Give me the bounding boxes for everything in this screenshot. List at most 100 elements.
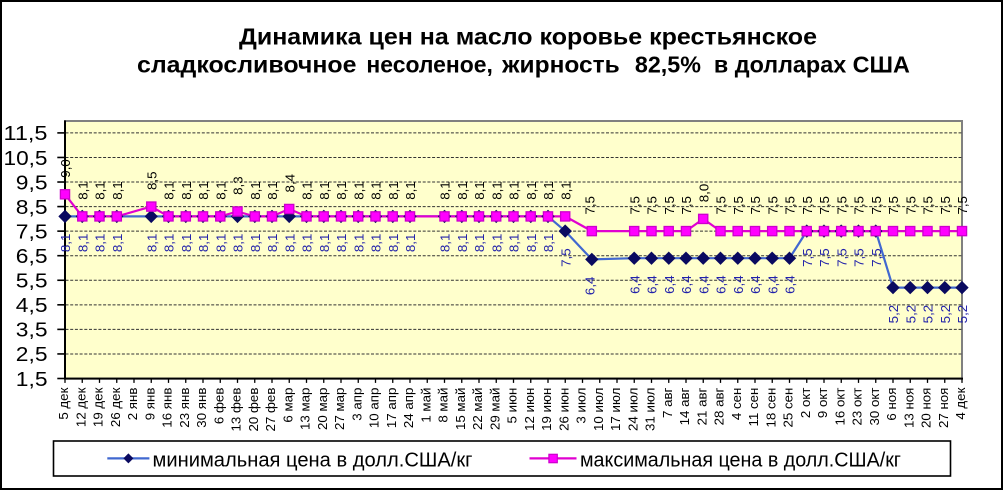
svg-text:7,5: 7,5: [645, 196, 660, 215]
svg-text:7,5: 7,5: [903, 196, 918, 215]
svg-text:82,5%: 82,5%: [635, 51, 701, 77]
svg-text:30 янв: 30 янв: [194, 388, 209, 428]
svg-text:13 мар: 13 мар: [298, 388, 313, 430]
svg-text:5 июн: 5 июн: [505, 388, 520, 424]
svg-text:19 июн: 19 июн: [539, 388, 554, 431]
svg-text:8,1: 8,1: [213, 234, 228, 253]
svg-text:7,5: 7,5: [800, 196, 815, 215]
svg-text:9,5: 9,5: [16, 171, 48, 194]
svg-text:6,4: 6,4: [582, 277, 597, 296]
svg-text:8 май: 8 май: [436, 388, 451, 423]
svg-text:8,1: 8,1: [507, 234, 522, 253]
svg-text:Динамика цен на масло коровье: Динамика цен на масло коровье крестьянск…: [239, 23, 817, 49]
svg-text:8,3: 8,3: [231, 176, 246, 195]
svg-text:8,1: 8,1: [438, 234, 453, 253]
svg-text:25 сен: 25 сен: [781, 388, 796, 428]
svg-text:8,5: 8,5: [16, 196, 48, 219]
svg-text:несоленое,: несоленое,: [366, 51, 493, 77]
svg-text:8,1: 8,1: [317, 234, 332, 253]
svg-text:6,4: 6,4: [714, 275, 729, 294]
svg-text:6 ноя: 6 ноя: [884, 388, 899, 421]
svg-text:8,1: 8,1: [351, 234, 366, 253]
svg-text:6 фев: 6 фев: [211, 388, 226, 425]
svg-text:6,4: 6,4: [748, 275, 763, 294]
svg-text:5,2: 5,2: [921, 305, 936, 324]
svg-text:8,1: 8,1: [265, 234, 280, 253]
svg-text:26 июн: 26 июн: [556, 388, 571, 431]
svg-text:7,5: 7,5: [679, 196, 694, 215]
svg-text:28 авг: 28 авг: [712, 387, 727, 425]
svg-text:9 янв: 9 янв: [142, 388, 157, 421]
svg-text:11 сен: 11 сен: [746, 388, 761, 427]
svg-text:24 апр: 24 апр: [401, 388, 416, 428]
svg-text:7,5: 7,5: [662, 196, 677, 215]
svg-text:8,1: 8,1: [300, 181, 315, 200]
svg-text:8,1: 8,1: [386, 181, 401, 200]
svg-text:10 июл: 10 июл: [591, 388, 606, 431]
svg-text:7,5: 7,5: [783, 196, 798, 215]
svg-text:максимальная цена в долл.США/: максимальная цена в долл.США/кг: [580, 448, 901, 471]
svg-text:7,5: 7,5: [955, 196, 970, 215]
svg-text:8,1: 8,1: [317, 181, 332, 200]
svg-text:8,1: 8,1: [179, 234, 194, 253]
svg-text:7,5: 7,5: [765, 196, 780, 215]
svg-text:3 апр: 3 апр: [349, 388, 364, 421]
svg-text:6 мар: 6 мар: [280, 388, 295, 423]
svg-text:2 янв: 2 янв: [125, 388, 140, 421]
svg-text:31 июл: 31 июл: [643, 388, 658, 431]
svg-text:12 июн: 12 июн: [522, 388, 537, 431]
svg-text:8,1: 8,1: [472, 181, 487, 200]
svg-text:8,1: 8,1: [472, 234, 487, 253]
svg-text:15 май: 15 май: [453, 388, 468, 430]
svg-text:27 ноя: 27 ноя: [936, 388, 951, 428]
svg-text:8,1: 8,1: [507, 181, 522, 200]
svg-text:8,1: 8,1: [75, 181, 90, 200]
svg-text:7,5: 7,5: [714, 196, 729, 215]
svg-text:7,5: 7,5: [834, 196, 849, 215]
svg-text:8,1: 8,1: [265, 181, 280, 200]
svg-text:5,2: 5,2: [886, 305, 901, 324]
svg-text:12 дек: 12 дек: [73, 387, 88, 427]
svg-text:13 ноя: 13 ноя: [901, 388, 916, 428]
svg-text:8,1: 8,1: [179, 181, 194, 200]
svg-text:6,5: 6,5: [16, 245, 48, 268]
svg-text:в долларах США: в долларах США: [714, 51, 910, 77]
svg-text:7,5: 7,5: [748, 196, 763, 215]
svg-text:6,4: 6,4: [662, 275, 677, 294]
svg-text:6,4: 6,4: [696, 275, 711, 294]
svg-text:8,1: 8,1: [248, 234, 263, 253]
svg-text:14 авг: 14 авг: [677, 387, 692, 425]
svg-text:8,1: 8,1: [351, 181, 366, 200]
svg-text:8,1: 8,1: [386, 234, 401, 253]
svg-text:8,1: 8,1: [403, 181, 418, 200]
svg-text:7,5: 7,5: [869, 248, 884, 267]
svg-text:8,1: 8,1: [248, 181, 263, 200]
svg-text:6,4: 6,4: [783, 275, 798, 294]
svg-text:8,1: 8,1: [403, 234, 418, 253]
svg-text:8,1: 8,1: [438, 181, 453, 200]
svg-text:8,1: 8,1: [541, 181, 556, 200]
svg-text:3 июл: 3 июл: [574, 388, 589, 424]
svg-text:22 май: 22 май: [470, 388, 485, 430]
svg-text:7,5: 7,5: [817, 196, 832, 215]
svg-text:8,1: 8,1: [162, 234, 177, 253]
svg-text:23 янв: 23 янв: [177, 388, 192, 428]
svg-text:7,5: 7,5: [834, 248, 849, 267]
svg-text:6,4: 6,4: [731, 275, 746, 294]
svg-text:10,5: 10,5: [4, 147, 48, 170]
svg-text:23 окт: 23 окт: [850, 388, 865, 426]
svg-text:8,1: 8,1: [524, 234, 539, 253]
svg-text:27 фев: 27 фев: [263, 388, 278, 432]
svg-text:7,5: 7,5: [938, 196, 953, 215]
svg-text:1 май: 1 май: [418, 388, 433, 423]
svg-text:8,1: 8,1: [300, 234, 315, 253]
svg-text:3,5: 3,5: [16, 319, 48, 342]
svg-text:19 дек: 19 дек: [91, 387, 106, 427]
svg-text:5 дек: 5 дек: [56, 387, 71, 419]
svg-text:7,5: 7,5: [582, 196, 597, 215]
svg-text:20 фев: 20 фев: [246, 388, 261, 432]
svg-text:5,5: 5,5: [16, 270, 48, 293]
svg-text:8,1: 8,1: [334, 234, 349, 253]
svg-text:8,1: 8,1: [58, 234, 73, 253]
svg-text:8,4: 8,4: [282, 174, 297, 193]
